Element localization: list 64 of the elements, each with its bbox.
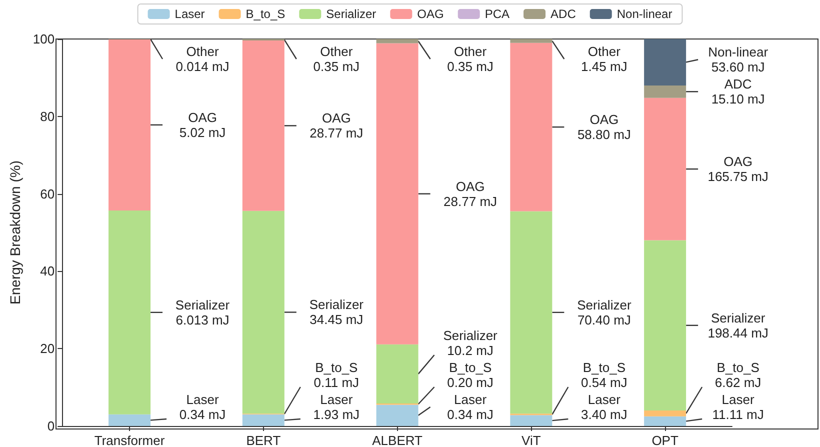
y-tick-label: 60 — [40, 186, 55, 202]
bar — [376, 404, 418, 426]
y-tick-label: 20 — [40, 341, 55, 356]
bar — [644, 410, 686, 416]
bar — [108, 210, 151, 414]
bar — [376, 39, 418, 44]
bar — [108, 414, 151, 426]
data-label: Other 1.45 mJ — [581, 44, 628, 74]
data-label: Laser 0.34 mJ — [179, 392, 226, 422]
bar — [242, 210, 284, 414]
y-tick-label: 0 — [47, 418, 55, 434]
data-label: Non-linear 53.60 mJ — [708, 44, 769, 75]
data-label: OAG 165.75 mJ — [708, 154, 768, 184]
data-label: B_to_S 0.54 mJ — [581, 360, 628, 390]
legend-label: PCA — [484, 7, 510, 21]
data-label: Serializer 70.40 mJ — [577, 297, 632, 328]
data-label: B_to_S 6.62 mJ — [714, 360, 762, 390]
bar — [644, 416, 686, 426]
y-tick-label: 40 — [40, 264, 55, 279]
data-label: Laser 0.34 mJ — [447, 392, 494, 422]
legend-label: Non-linear — [616, 7, 672, 21]
legend-label: OAG — [417, 7, 444, 21]
bar — [376, 344, 418, 404]
x-tick-label: OPT — [652, 433, 678, 447]
legend-label: B_to_S — [246, 7, 286, 21]
bar — [376, 43, 418, 344]
x-tick-label: Transformer — [94, 433, 166, 447]
bar — [644, 98, 686, 240]
bar — [242, 414, 284, 426]
legend-label: ADC — [550, 7, 576, 21]
legend-label: Serializer — [326, 7, 376, 21]
legend-label: Laser — [174, 7, 205, 21]
bar — [644, 240, 686, 411]
data-label: Other 0.35 mJ — [447, 44, 494, 74]
data-label: OAG 58.80 mJ — [577, 112, 631, 142]
y-tick-label: 80 — [40, 108, 55, 124]
bar — [108, 39, 151, 210]
data-label: Serializer 10.2 mJ — [443, 328, 498, 358]
data-label: Other 0.014 mJ — [176, 44, 230, 74]
bar — [644, 39, 686, 86]
bar — [510, 415, 552, 426]
data-label: Laser 1.93 mJ — [313, 392, 360, 422]
data-label: B_to_S 0.11 mJ — [314, 360, 360, 390]
data-label: Serializer 198.44 mJ — [708, 310, 768, 340]
bar — [644, 85, 686, 98]
data-label: OAG 28.77 mJ — [444, 178, 498, 209]
data-label: B_to_S 0.20 mJ — [447, 360, 494, 390]
y-axis-title: Energy Breakdown (%) — [7, 160, 23, 304]
x-tick-label: BERT — [246, 433, 281, 447]
x-tick-label: ALBERT — [372, 433, 423, 447]
y-tick-label: 100 — [32, 32, 55, 46]
x-tick-label: ViT — [522, 433, 541, 447]
bar — [510, 39, 552, 43]
data-label: Serializer 34.45 mJ — [309, 297, 364, 328]
data-label: Other 0.35 mJ — [313, 44, 360, 74]
data-label: ADC 15.10 mJ — [711, 76, 765, 107]
data-label: Laser 3.40 mJ — [581, 392, 628, 422]
data-label: Laser 11.11 mJ — [712, 392, 764, 422]
bar — [510, 42, 552, 212]
data-label: OAG 5.02 mJ — [179, 110, 226, 140]
bar — [242, 40, 284, 211]
bar — [510, 211, 552, 414]
data-label: Serializer 6.013 mJ — [175, 297, 230, 328]
data-label: OAG 28.77 mJ — [310, 110, 364, 141]
